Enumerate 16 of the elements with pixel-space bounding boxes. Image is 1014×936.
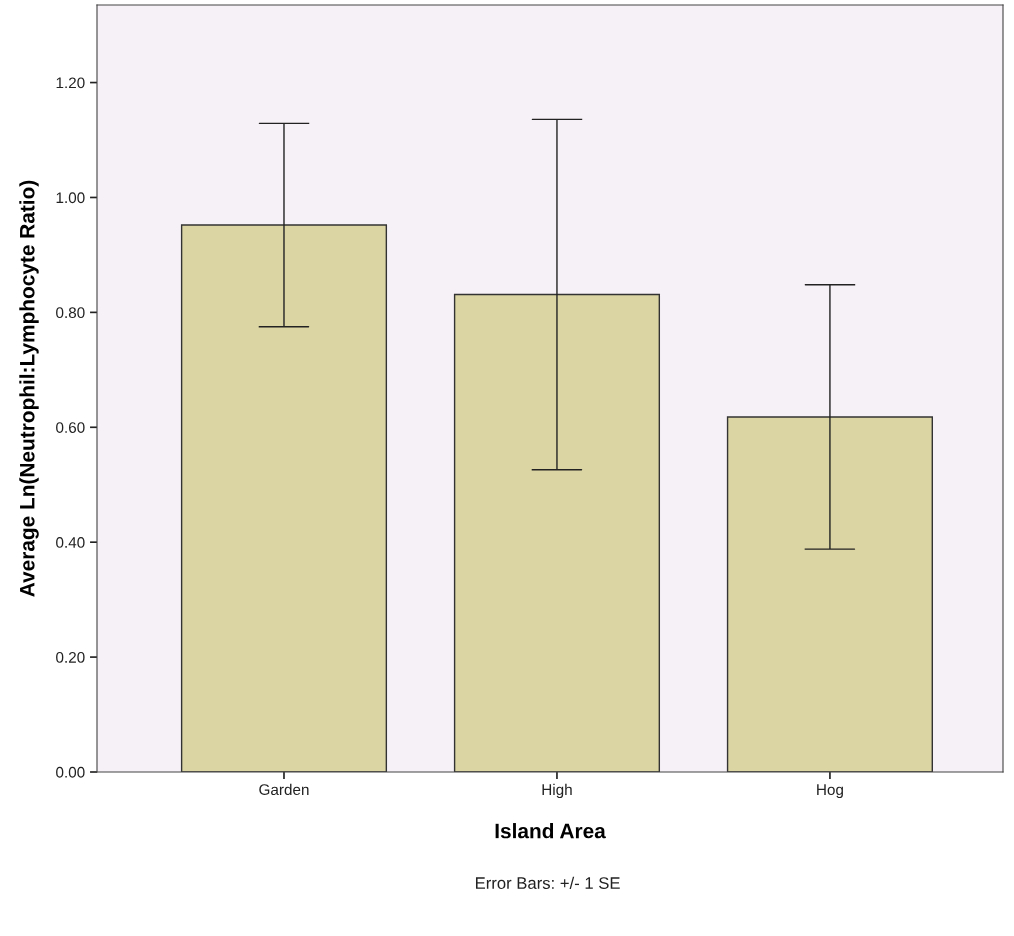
y-tick-label: 0.00 [56, 766, 85, 778]
y-tick-label: 1.00 [56, 192, 85, 204]
x-tick-label: Garden [259, 783, 309, 796]
y-axis-title: Average Ln(Neutrophil:Lymphocyte Ratio) [19, 180, 39, 597]
text: Error Bars: +/- 1 SE [475, 876, 620, 889]
y-tick-label: 1.20 [56, 77, 85, 89]
x-tick-label: Hog [817, 784, 843, 799]
y-tick-label: 0.80 [56, 307, 85, 319]
x-axis-title: Island Area [495, 823, 606, 839]
y-tick-label: 0.60 [56, 422, 85, 433]
y-tick-label: 0.20 [56, 651, 85, 663]
y-tick-label: 0.40 [56, 537, 85, 548]
bar [453, 293, 661, 772]
bar [180, 224, 388, 772]
x-tick-label: High [542, 783, 572, 799]
bar [726, 416, 933, 772]
